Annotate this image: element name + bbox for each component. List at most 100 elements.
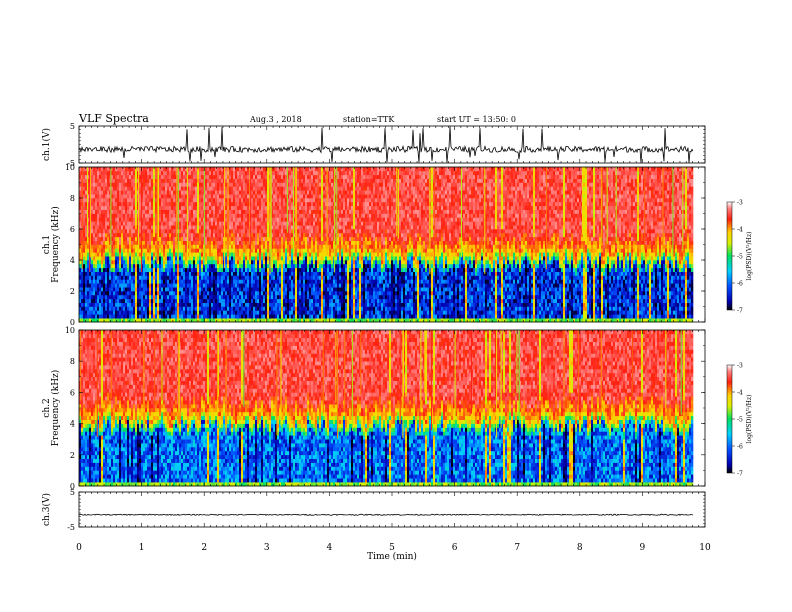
spectrogram-cell — [131, 190, 133, 194]
spectrogram-cell — [97, 276, 99, 280]
spectrogram-cell — [183, 210, 185, 214]
spectrogram-cell — [263, 210, 265, 214]
spectrogram-cell — [195, 245, 197, 249]
spectrogram-cell — [265, 299, 267, 303]
spectrogram-cell — [235, 202, 237, 206]
spectrogram-cell — [103, 272, 105, 276]
spectrogram-cell — [107, 279, 109, 283]
spectrogram-cell — [177, 291, 179, 295]
spectrogram-cell — [251, 268, 253, 272]
spectrogram-cell — [265, 198, 267, 202]
spectrogram-cell — [257, 314, 259, 318]
spectrogram-cell — [263, 299, 265, 303]
spectrogram-cell — [123, 264, 125, 268]
spectrogram-cell — [225, 299, 227, 303]
spectrogram-cell — [119, 202, 121, 206]
spectrogram-cell — [319, 221, 321, 225]
spectrogram-cell — [117, 260, 119, 264]
spectrogram-cell — [245, 287, 247, 291]
spectrogram-cell — [137, 303, 139, 307]
spectrogram-cell — [303, 264, 305, 268]
spectrogram-cell — [303, 194, 305, 198]
spectrogram-cell — [257, 268, 259, 272]
spectrogram-cell — [121, 248, 123, 252]
spectrogram-cell — [199, 179, 201, 183]
spectrogram-cell — [321, 299, 323, 303]
spectrogram-cell — [91, 217, 93, 221]
spectrogram-cell — [97, 245, 99, 249]
spectrogram-cell — [119, 183, 121, 187]
spectrogram-cell — [273, 214, 275, 218]
spectrogram-cell — [271, 287, 273, 291]
spectrogram-cell — [213, 295, 215, 299]
spectrogram-cell — [301, 183, 303, 187]
spectrogram-cell — [263, 186, 265, 190]
spectrogram-cell — [121, 283, 123, 287]
spectrogram-cell — [81, 303, 83, 307]
spectrogram-cell — [95, 210, 97, 214]
spectrogram-cell — [95, 307, 97, 311]
spectrogram-cell — [147, 276, 149, 280]
spectrogram-cell — [205, 237, 207, 241]
spectrogram-cell — [271, 276, 273, 280]
spectrogram-cell — [313, 237, 315, 241]
spectrogram-cell — [161, 194, 163, 198]
spectrogram-cell — [279, 299, 281, 303]
spectrogram-cell — [315, 295, 317, 299]
spectrogram-cell — [113, 245, 115, 249]
spectrogram-cell — [115, 310, 117, 314]
spectrogram-cell — [83, 268, 85, 272]
spectrogram-cell — [91, 299, 93, 303]
spectrogram-cell — [91, 221, 93, 225]
spectrogram-cell — [279, 295, 281, 299]
spectrogram-cell — [235, 283, 237, 287]
spectrogram-cell — [257, 279, 259, 283]
spectrogram-cell — [195, 268, 197, 272]
spectrogram-cell — [189, 229, 191, 233]
spectrogram-cell — [133, 268, 135, 272]
spectrogram-cell — [131, 287, 133, 291]
spectrogram-cell — [151, 314, 153, 318]
spectrogram-cell — [165, 210, 167, 214]
spectrogram-cell — [181, 314, 183, 318]
spectrogram-cell — [113, 198, 115, 202]
spectrogram-cell — [273, 248, 275, 252]
spectrogram-cell — [171, 198, 173, 202]
spectrogram-cell — [173, 279, 175, 283]
spectrogram-cell — [133, 221, 135, 225]
spectrogram-cell — [121, 268, 123, 272]
spectrogram-cell — [233, 295, 235, 299]
spectrogram-cell — [197, 214, 199, 218]
spectrogram-cell — [117, 314, 119, 318]
spectrogram-cell — [165, 202, 167, 206]
spectrogram-cell — [139, 210, 141, 214]
spectrogram-cell — [327, 303, 329, 307]
spectrogram-cell — [197, 233, 199, 237]
spectrogram-cell — [321, 175, 323, 179]
spectrogram-cell — [213, 260, 215, 264]
spectrogram-cell — [321, 268, 323, 272]
spectrogram-cell — [225, 198, 227, 202]
spectrogram-cell — [273, 171, 275, 175]
spectrogram-cell — [197, 314, 199, 318]
spectrogram-cell — [295, 279, 297, 283]
spectrogram-cell — [219, 264, 221, 268]
spectrogram-cell — [301, 264, 303, 268]
spectrogram-cell — [267, 303, 269, 307]
spectrogram-cell — [149, 225, 151, 229]
spectrogram-cell — [313, 214, 315, 218]
spectrogram-cell — [197, 202, 199, 206]
spectrogram-cell — [99, 225, 101, 229]
spectrogram-cell — [219, 194, 221, 198]
spectrogram-cell — [289, 252, 291, 256]
spectrogram-cell — [189, 303, 191, 307]
spectrogram-cell — [149, 190, 151, 194]
spectrogram-cell — [101, 194, 103, 198]
spectrogram-cell — [161, 287, 163, 291]
spectrogram-cell — [319, 252, 321, 256]
spectrogram-cell — [253, 237, 255, 241]
spectrogram-cell — [159, 233, 161, 237]
spectrogram-cell — [249, 295, 251, 299]
spectrogram-cell — [195, 291, 197, 295]
spectrogram-cell — [103, 210, 105, 214]
